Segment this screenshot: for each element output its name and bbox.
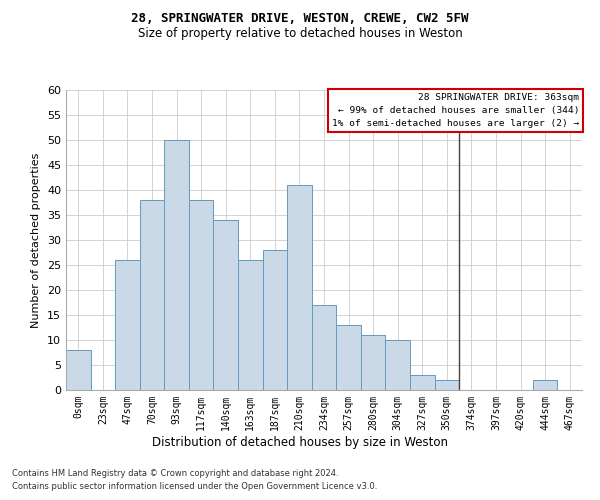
Text: Size of property relative to detached houses in Weston: Size of property relative to detached ho… <box>137 28 463 40</box>
Bar <box>361 335 385 390</box>
Bar <box>336 325 361 390</box>
Text: Contains public sector information licensed under the Open Government Licence v3: Contains public sector information licen… <box>12 482 377 491</box>
Bar <box>140 200 164 390</box>
Text: Distribution of detached houses by size in Weston: Distribution of detached houses by size … <box>152 436 448 449</box>
Y-axis label: Number of detached properties: Number of detached properties <box>31 152 41 328</box>
Bar <box>66 350 91 390</box>
Text: 28 SPRINGWATER DRIVE: 363sqm
← 99% of detached houses are smaller (344)
1% of se: 28 SPRINGWATER DRIVE: 363sqm ← 99% of de… <box>332 93 580 128</box>
Bar <box>238 260 263 390</box>
Text: 28, SPRINGWATER DRIVE, WESTON, CREWE, CW2 5FW: 28, SPRINGWATER DRIVE, WESTON, CREWE, CW… <box>131 12 469 26</box>
Bar <box>115 260 140 390</box>
Bar <box>287 185 312 390</box>
Text: Contains HM Land Registry data © Crown copyright and database right 2024.: Contains HM Land Registry data © Crown c… <box>12 468 338 477</box>
Bar <box>263 250 287 390</box>
Bar <box>434 380 459 390</box>
Bar <box>533 380 557 390</box>
Bar <box>189 200 214 390</box>
Bar <box>164 140 189 390</box>
Bar <box>214 220 238 390</box>
Bar <box>410 375 434 390</box>
Bar <box>385 340 410 390</box>
Bar <box>312 305 336 390</box>
